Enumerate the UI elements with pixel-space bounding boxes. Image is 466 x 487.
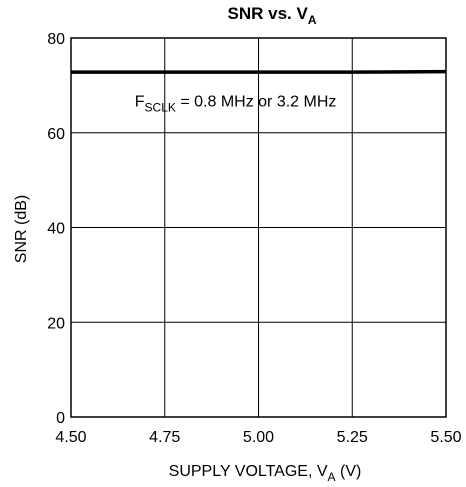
y-axis-label: SNR (dB) xyxy=(13,195,30,263)
series xyxy=(71,69,447,74)
y-tick-label-3: 60 xyxy=(47,126,65,143)
x-tick-label-4: 5.50 xyxy=(430,429,461,446)
y-tick-labels: 0 20 40 60 80 xyxy=(47,31,65,427)
series-line-0 xyxy=(71,69,447,74)
plot-frame xyxy=(70,37,447,418)
y-tick-label-4: 80 xyxy=(47,31,65,48)
x-tick-label-1: 4.75 xyxy=(149,429,180,446)
y-tick-label-1: 20 xyxy=(47,315,65,332)
x-tick-labels: 4.50 4.75 5.00 5.25 5.50 xyxy=(55,429,461,446)
annotation-fsclk: FSCLK = 0.8 MHz or 3.2 MHz xyxy=(135,94,337,115)
x-tick-label-2: 5.00 xyxy=(243,429,274,446)
grid xyxy=(71,38,446,417)
x-axis-label: SUPPLY VOLTAGE, VA (V) xyxy=(169,463,362,484)
y-tick-label-2: 40 xyxy=(47,221,65,238)
chart-title: SNR vs. VA xyxy=(228,4,317,27)
y-tick-label-0: 0 xyxy=(56,410,65,427)
x-tick-label-3: 5.25 xyxy=(337,429,368,446)
x-tick-label-0: 4.50 xyxy=(55,429,86,446)
